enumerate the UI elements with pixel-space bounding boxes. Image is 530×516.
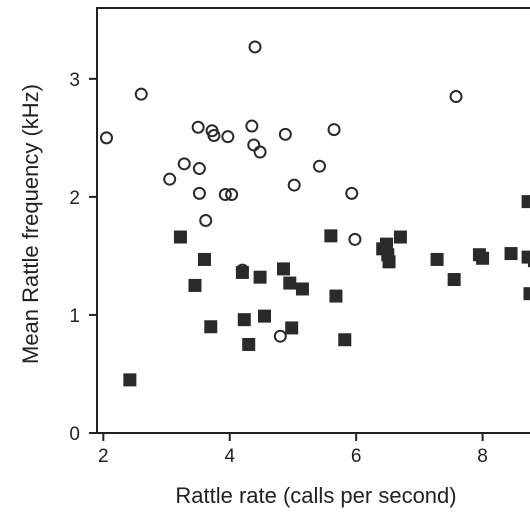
x-tick-label: 6 (351, 446, 362, 467)
filled-square-point (242, 337, 256, 351)
plot-frame (96, 7, 530, 434)
filled-square-point (338, 333, 352, 347)
filled-square-point (197, 252, 211, 266)
filled-square-point (504, 247, 518, 261)
y-tick-label: 2 (69, 188, 80, 209)
filled-square-point (521, 250, 530, 264)
open-circle-point (99, 131, 113, 145)
open-circle-point (177, 157, 191, 171)
filled-square-point (276, 262, 290, 276)
filled-square-point (523, 287, 530, 301)
y-axis-ticks: 0 1 2 3 (69, 70, 97, 445)
filled-square-point (476, 251, 490, 265)
filled-square-point (447, 273, 461, 287)
filled-square-point (258, 309, 272, 323)
open-circle-point (207, 129, 221, 142)
data-points (99, 40, 530, 387)
filled-square-point (527, 254, 530, 268)
y-tick-label: 3 (69, 70, 80, 91)
filled-square-point (204, 320, 218, 334)
x-tick-label: 2 (98, 446, 109, 467)
open-circle-point (247, 138, 261, 152)
open-circle-point (245, 119, 259, 133)
filled-square-point (253, 270, 267, 284)
open-circle-point (134, 87, 148, 101)
open-circle-point (221, 130, 235, 144)
filled-square-point (295, 282, 309, 296)
open-circle-point (253, 145, 267, 159)
x-tick-label: 4 (224, 446, 235, 467)
open-circle-point (327, 123, 341, 137)
open-circle-point (313, 159, 327, 173)
filled-square-point (237, 313, 251, 327)
x-axis-title: Rattle rate (calls per second) (175, 483, 456, 508)
open-circle-point (218, 188, 232, 202)
filled-square-point (285, 321, 299, 335)
open-circle-point (225, 188, 239, 202)
open-circle-point (163, 172, 177, 186)
filled-square-point (283, 276, 297, 290)
y-tick-label: 0 (69, 424, 80, 445)
open-circle-point (248, 40, 262, 54)
x-axis-ticks: 2 4 6 8 (98, 433, 488, 467)
open-circle-point (278, 127, 292, 141)
open-circle-point (449, 90, 463, 104)
open-circle-point (345, 186, 359, 200)
filled-square-point (329, 289, 343, 303)
open-circle-point (192, 186, 206, 200)
filled-square-point (188, 278, 202, 292)
open-circle-point (191, 120, 205, 134)
filled-square-point (430, 252, 444, 266)
open-circle-point (287, 178, 301, 192)
filled-square-point (521, 195, 530, 209)
y-tick-label: 1 (69, 306, 80, 327)
open-circle-point (199, 214, 213, 227)
filled-square-point (382, 255, 396, 269)
filled-square-point (380, 237, 394, 251)
open-circle-point (348, 232, 362, 246)
y-axis-title: Mean Rattle frequency (kHz) (18, 84, 43, 364)
x-tick-label: 8 (477, 446, 488, 467)
filled-square-point (393, 230, 407, 244)
filled-square-point (123, 373, 137, 387)
filled-square-point (235, 265, 249, 279)
open-circle-point (192, 162, 206, 176)
filled-square-point (173, 230, 187, 244)
filled-square-point (324, 229, 338, 243)
open-circle-point (273, 329, 287, 343)
